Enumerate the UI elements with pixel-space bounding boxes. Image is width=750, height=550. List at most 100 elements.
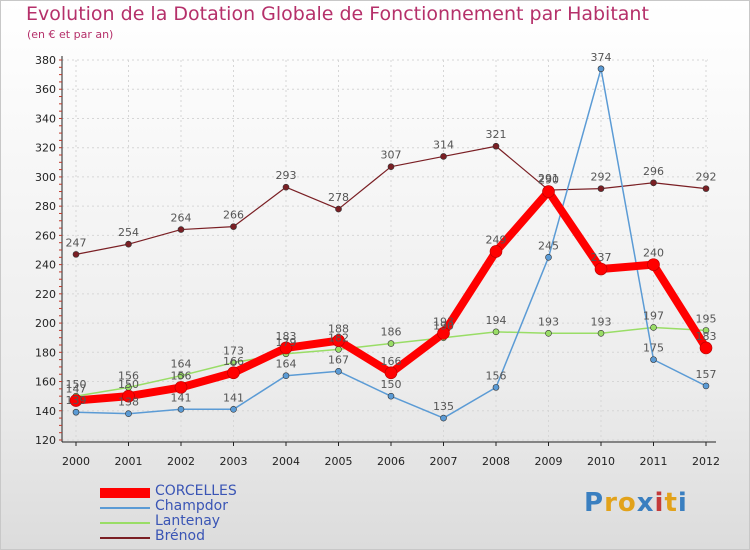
data-point-lantenay bbox=[598, 330, 604, 336]
data-label-lantenay: 179 bbox=[276, 336, 297, 349]
legend-label-lantenay: Lantenay bbox=[155, 513, 220, 529]
y-tick-label: 120 bbox=[35, 434, 56, 447]
data-point-champdor bbox=[651, 357, 657, 363]
data-point-corcelles bbox=[228, 367, 240, 379]
data-point-lantenay bbox=[336, 346, 342, 352]
data-label-brenod: 293 bbox=[276, 169, 297, 182]
x-tick-label: 2008 bbox=[482, 455, 510, 468]
data-label-brenod: 266 bbox=[223, 209, 244, 222]
data-point-champdor bbox=[388, 393, 394, 399]
data-point-brenod bbox=[703, 186, 709, 192]
x-tick-label: 2011 bbox=[640, 455, 668, 468]
data-point-brenod bbox=[598, 186, 604, 192]
y-tick-label: 360 bbox=[35, 83, 56, 96]
data-point-champdor bbox=[336, 368, 342, 374]
logo-letter: x bbox=[637, 488, 655, 518]
legend-label-corcelles: CORCELLES bbox=[155, 483, 237, 499]
x-tick-label: 2006 bbox=[377, 455, 405, 468]
y-tick-label: 160 bbox=[35, 376, 56, 389]
data-label-brenod: 291 bbox=[538, 172, 559, 185]
x-tick-label: 2000 bbox=[62, 455, 90, 468]
logo-letter: i bbox=[678, 488, 688, 518]
logo-letter: P bbox=[584, 488, 604, 518]
y-tick-label: 300 bbox=[35, 171, 56, 184]
data-point-champdor bbox=[178, 406, 184, 412]
data-label-champdor: 175 bbox=[643, 342, 664, 355]
data-point-corcelles bbox=[595, 263, 607, 275]
data-point-lantenay bbox=[493, 329, 499, 335]
y-tick-label: 260 bbox=[35, 229, 56, 242]
y-tick-label: 280 bbox=[35, 200, 56, 213]
data-label-champdor: 135 bbox=[433, 400, 454, 413]
data-label-champdor: 164 bbox=[276, 358, 297, 371]
x-tick-label: 2001 bbox=[115, 455, 143, 468]
x-tick-label: 2007 bbox=[430, 455, 458, 468]
data-label-brenod: 247 bbox=[66, 236, 87, 249]
data-point-champdor bbox=[703, 383, 709, 389]
logo-letter: o bbox=[618, 488, 637, 518]
y-tick-label: 340 bbox=[35, 112, 56, 125]
data-label-lantenay: 194 bbox=[486, 314, 507, 327]
data-label-champdor: 150 bbox=[381, 378, 402, 391]
data-point-champdor bbox=[73, 409, 79, 415]
data-label-champdor: 139 bbox=[66, 394, 87, 407]
data-label-brenod: 254 bbox=[118, 226, 139, 239]
data-label-brenod: 314 bbox=[433, 138, 454, 151]
data-point-brenod bbox=[493, 143, 499, 149]
data-label-lantenay: 182 bbox=[328, 331, 349, 344]
legend-swatch-lantenay bbox=[100, 522, 150, 524]
data-label-brenod: 278 bbox=[328, 191, 349, 204]
data-label-brenod: 292 bbox=[591, 171, 612, 184]
legend-label-brenod: Brénod bbox=[155, 528, 205, 544]
data-label-champdor: 157 bbox=[696, 368, 717, 381]
data-label-champdor: 374 bbox=[591, 51, 612, 64]
data-point-brenod bbox=[231, 224, 237, 230]
data-label-lantenay: 197 bbox=[643, 309, 664, 322]
data-label-champdor: 167 bbox=[328, 353, 349, 366]
chart-plot: 1201401601802002202402602803003203403603… bbox=[0, 0, 750, 550]
data-point-champdor bbox=[126, 411, 132, 417]
data-label-corcelles: 249 bbox=[486, 233, 507, 246]
y-tick-label: 180 bbox=[35, 346, 56, 359]
data-label-lantenay: 173 bbox=[223, 345, 244, 358]
data-label-brenod: 321 bbox=[486, 128, 507, 141]
legend-label-champdor: Champdor bbox=[155, 498, 228, 514]
data-label-lantenay: 156 bbox=[118, 369, 139, 382]
data-label-lantenay: 195 bbox=[696, 312, 717, 325]
data-label-lantenay: 186 bbox=[381, 326, 402, 339]
data-point-brenod bbox=[283, 184, 289, 190]
data-point-brenod bbox=[441, 153, 447, 159]
data-point-brenod bbox=[388, 164, 394, 170]
data-point-brenod bbox=[336, 206, 342, 212]
data-label-champdor: 141 bbox=[223, 391, 244, 404]
data-point-lantenay bbox=[546, 330, 552, 336]
data-point-champdor bbox=[441, 415, 447, 421]
y-tick-label: 240 bbox=[35, 259, 56, 272]
legend-swatch-corcelles bbox=[100, 488, 150, 498]
data-point-champdor bbox=[231, 406, 237, 412]
y-tick-label: 380 bbox=[35, 54, 56, 67]
data-label-corcelles: 166 bbox=[381, 355, 402, 368]
data-label-lantenay: 150 bbox=[66, 378, 87, 391]
y-tick-label: 140 bbox=[35, 405, 56, 418]
data-point-brenod bbox=[651, 180, 657, 186]
data-label-corcelles: 156 bbox=[171, 369, 192, 382]
data-point-champdor bbox=[283, 373, 289, 379]
y-tick-label: 200 bbox=[35, 317, 56, 330]
proxiti-logo[interactable]: Proxiti bbox=[584, 488, 688, 518]
data-point-brenod bbox=[178, 227, 184, 233]
legend-swatch-brenod bbox=[100, 537, 150, 539]
data-label-lantenay: 190 bbox=[433, 320, 454, 333]
data-label-corcelles: 183 bbox=[696, 330, 717, 343]
data-point-lantenay bbox=[388, 341, 394, 347]
legend-swatch-champdor bbox=[100, 507, 150, 509]
data-point-lantenay bbox=[651, 324, 657, 330]
x-tick-label: 2010 bbox=[587, 455, 615, 468]
data-point-corcelles bbox=[700, 342, 712, 354]
data-label-champdor: 141 bbox=[171, 391, 192, 404]
data-label-champdor: 156 bbox=[486, 369, 507, 382]
x-tick-label: 2012 bbox=[692, 455, 720, 468]
data-point-champdor bbox=[546, 254, 552, 260]
logo-letter: i bbox=[655, 488, 665, 518]
x-tick-label: 2009 bbox=[535, 455, 563, 468]
